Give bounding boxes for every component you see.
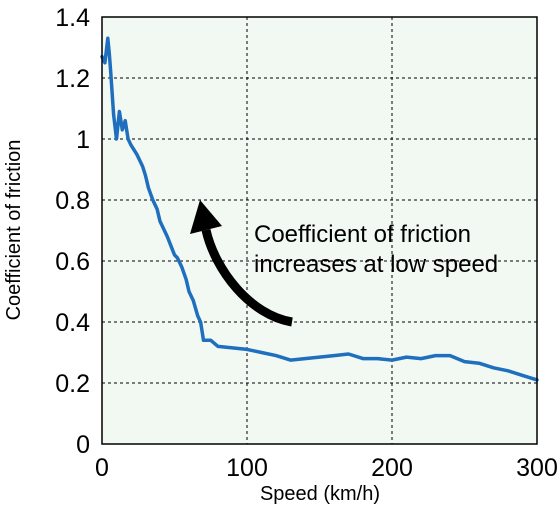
x-tick-label: 100 [226,454,268,482]
y-tick-label: 0.4 [55,309,90,337]
y-axis-ticks: 0 0.2 0.4 0.6 0.8 1 1.2 1.4 [55,4,90,459]
x-axis-ticks: 0 100 200 300 [95,454,558,482]
annotation-line-2: increases at low speed [254,251,498,278]
y-tick-label: 0.2 [55,370,90,398]
x-tick-label: 300 [516,454,558,482]
y-tick-label: 0.8 [55,187,90,215]
increase-arrow-icon [190,200,293,327]
grid-lines [102,17,537,444]
y-axis-label: Coefficient of friction [3,140,25,321]
y-tick-label: 0 [76,431,90,459]
y-tick-label: 1 [76,126,90,154]
y-tick-label: 0.6 [55,248,90,276]
annotation-line-1: Coefficient of friction [254,221,471,248]
friction-series-line [100,36,539,382]
x-axis-label: Speed (km/h) [260,483,380,505]
plot-frame [101,16,538,445]
x-tick-label: 0 [95,454,109,482]
y-tick-label: 1.2 [55,65,90,93]
plot-area [102,17,537,444]
y-tick-label: 1.4 [55,4,90,32]
x-tick-label: 200 [371,454,413,482]
